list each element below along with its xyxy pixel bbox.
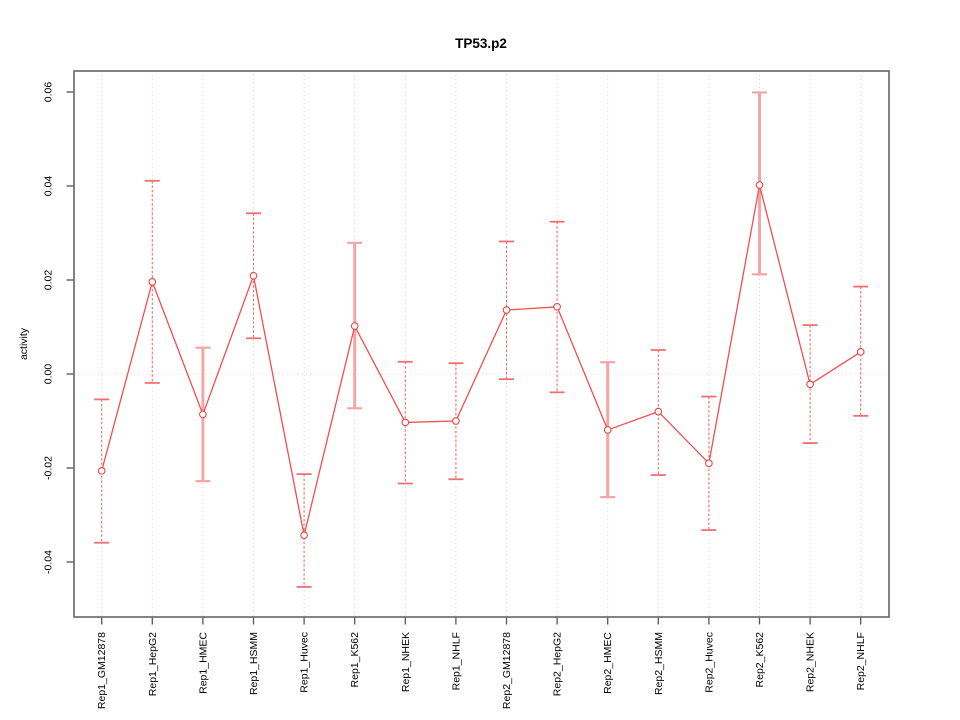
y-tick-label: -0.02 bbox=[43, 456, 55, 480]
x-tick-label: Rep2_HMEC bbox=[602, 632, 614, 694]
x-tick-label: Rep2_NHLF bbox=[855, 632, 867, 690]
x-tick-label: Rep1_Huvec bbox=[299, 632, 311, 693]
x-tick-label: Rep2_K562 bbox=[754, 632, 766, 688]
data-point bbox=[148, 278, 157, 286]
data-point bbox=[199, 410, 207, 419]
x-tick-label: Rep2_GM12878 bbox=[501, 632, 513, 709]
data-point bbox=[502, 306, 511, 314]
x-tick-label: Rep1_NHEK bbox=[400, 632, 412, 692]
data-point bbox=[856, 348, 865, 356]
data-point bbox=[755, 181, 764, 189]
x-tick-label: Rep1_HepG2 bbox=[147, 632, 159, 696]
x-tick-label: Rep1_NHLF bbox=[450, 632, 462, 690]
x-tick-label: Rep2_HSMM bbox=[653, 632, 665, 695]
chart-title: TP53.p2 bbox=[455, 36, 507, 51]
y-tick-label: 0.02 bbox=[43, 270, 55, 291]
data-point bbox=[603, 426, 612, 434]
x-tick-label: Rep1_HSMM bbox=[248, 632, 260, 695]
y-tick-label: 0.06 bbox=[43, 82, 55, 103]
x-tick-label: Rep2_Huvec bbox=[703, 632, 715, 693]
series-line-layer bbox=[101, 184, 862, 536]
data-point bbox=[300, 531, 308, 540]
x-tick-label: Rep1_K562 bbox=[349, 632, 361, 688]
data-point bbox=[705, 459, 713, 468]
y-tick-label: 0.04 bbox=[43, 176, 55, 197]
y-tick-label: 0.00 bbox=[43, 364, 55, 385]
data-point bbox=[452, 417, 460, 425]
data-point bbox=[654, 407, 663, 416]
data-point bbox=[97, 466, 106, 475]
y-axis-label: activity bbox=[18, 327, 30, 360]
y-tick-label: -0.04 bbox=[43, 550, 55, 574]
data-point-layer bbox=[97, 181, 865, 540]
data-point bbox=[350, 322, 359, 330]
series-line bbox=[101, 184, 862, 536]
x-tick-label: Rep1_HMEC bbox=[197, 632, 209, 694]
x-tick-label: Rep2_NHEK bbox=[805, 632, 817, 692]
data-point bbox=[249, 271, 258, 280]
data-point bbox=[553, 302, 561, 311]
x-tick-label: Rep1_GM12878 bbox=[96, 632, 108, 709]
data-point bbox=[401, 418, 410, 427]
axis-tick-layer: -0.04 -0.02 0.00 0.02 0.04 0.06 Rep1_GM12878 Re… bbox=[43, 82, 868, 709]
plot-box bbox=[73, 70, 890, 618]
x-tick-label: Rep2_HepG2 bbox=[552, 632, 564, 696]
data-point bbox=[806, 380, 814, 389]
